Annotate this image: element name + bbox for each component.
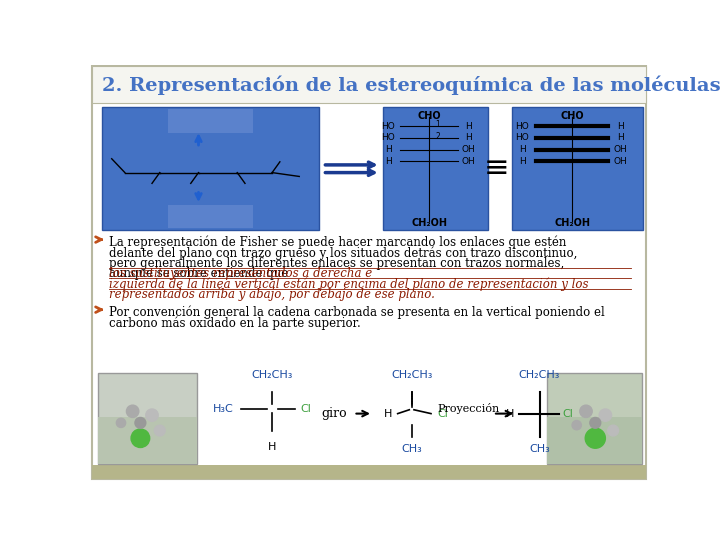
Text: H: H: [618, 133, 624, 143]
Bar: [168, 205, 253, 228]
Bar: [91, 465, 647, 479]
Text: CH₃: CH₃: [529, 444, 550, 454]
Text: CH₂OH: CH₂OH: [411, 218, 447, 228]
Bar: [98, 417, 197, 464]
Bar: [547, 373, 642, 464]
Text: aunque se sobre entiende que: aunque se sobre entiende que: [109, 267, 288, 280]
Text: representados arriba y abajo, por debajo de ese plano.: representados arriba y abajo, por debajo…: [109, 288, 434, 301]
Text: H: H: [618, 122, 624, 131]
Text: HO: HO: [382, 122, 395, 131]
Text: CH₃: CH₃: [401, 444, 422, 454]
Text: HO: HO: [382, 133, 395, 143]
Text: H: H: [385, 157, 392, 166]
Text: H: H: [385, 145, 392, 154]
Text: H: H: [519, 157, 526, 166]
Circle shape: [572, 421, 581, 430]
Circle shape: [580, 405, 593, 417]
Text: H: H: [465, 133, 472, 143]
Text: CH₂CH₃: CH₂CH₃: [391, 370, 432, 381]
Circle shape: [599, 409, 611, 421]
Circle shape: [131, 429, 150, 448]
Circle shape: [608, 425, 618, 436]
Text: giro: giro: [321, 407, 347, 420]
Bar: [513, 107, 642, 231]
Text: H: H: [465, 122, 472, 131]
Text: OH: OH: [614, 157, 628, 166]
Text: HO: HO: [516, 133, 529, 143]
Text: 2: 2: [436, 132, 441, 141]
Bar: [383, 107, 487, 231]
Text: delante del plano con trazo grueso y los situados detrás con trazo discontinuo,: delante del plano con trazo grueso y los…: [109, 246, 577, 260]
Text: Cl: Cl: [563, 409, 574, 419]
Text: carbono más oxidado en la parte superior.: carbono más oxidado en la parte superior…: [109, 316, 360, 330]
Text: H: H: [384, 409, 392, 419]
Bar: [91, 66, 647, 103]
Circle shape: [590, 417, 600, 428]
Text: izquierda de la línea vertical están por encima del plano de representación y lo: izquierda de la línea vertical están por…: [109, 278, 588, 291]
Circle shape: [117, 418, 126, 428]
Text: H: H: [268, 442, 276, 452]
Text: Proyección: Proyección: [437, 403, 500, 415]
Circle shape: [127, 405, 139, 417]
Text: OH: OH: [462, 157, 475, 166]
Text: H: H: [506, 409, 515, 419]
Bar: [547, 417, 642, 464]
Text: 2. Representación de la estereoquímica de las moléculas: 2. Representación de la estereoquímica d…: [102, 75, 720, 94]
Bar: [204, 373, 492, 464]
Text: H: H: [519, 145, 526, 154]
Text: La representación de Fisher se puede hacer marcando los enlaces que estén: La representación de Fisher se puede hac…: [109, 236, 566, 249]
Text: ≡: ≡: [484, 154, 510, 183]
Text: Cl: Cl: [301, 404, 312, 414]
Bar: [168, 110, 253, 132]
Circle shape: [135, 417, 145, 428]
Text: CH₂OH: CH₂OH: [554, 218, 590, 228]
Text: OH: OH: [614, 145, 628, 154]
Text: CH₂CH₃: CH₂CH₃: [251, 370, 293, 381]
Text: CHO: CHO: [560, 111, 584, 120]
Circle shape: [145, 409, 158, 421]
Bar: [98, 373, 197, 464]
Text: CHO: CHO: [418, 111, 441, 120]
Text: OH: OH: [462, 145, 475, 154]
FancyBboxPatch shape: [91, 66, 647, 479]
Text: pero generalmente los diferentes enlaces se presentan con trazos normales,: pero generalmente los diferentes enlaces…: [109, 256, 564, 269]
Text: H₃C: H₃C: [212, 404, 233, 414]
Text: Cl: Cl: [437, 409, 448, 419]
Circle shape: [585, 428, 606, 448]
Text: 1: 1: [436, 120, 441, 130]
Text: HO: HO: [516, 122, 529, 131]
Circle shape: [154, 425, 165, 436]
Bar: [102, 107, 319, 231]
Text: los sustituyentes representados a derecha e: los sustituyentes representados a derech…: [109, 267, 372, 280]
Text: CH₂CH₃: CH₂CH₃: [519, 370, 560, 381]
Text: Por convención general la cadena carbonada se presenta en la vertical poniendo e: Por convención general la cadena carbona…: [109, 306, 604, 319]
